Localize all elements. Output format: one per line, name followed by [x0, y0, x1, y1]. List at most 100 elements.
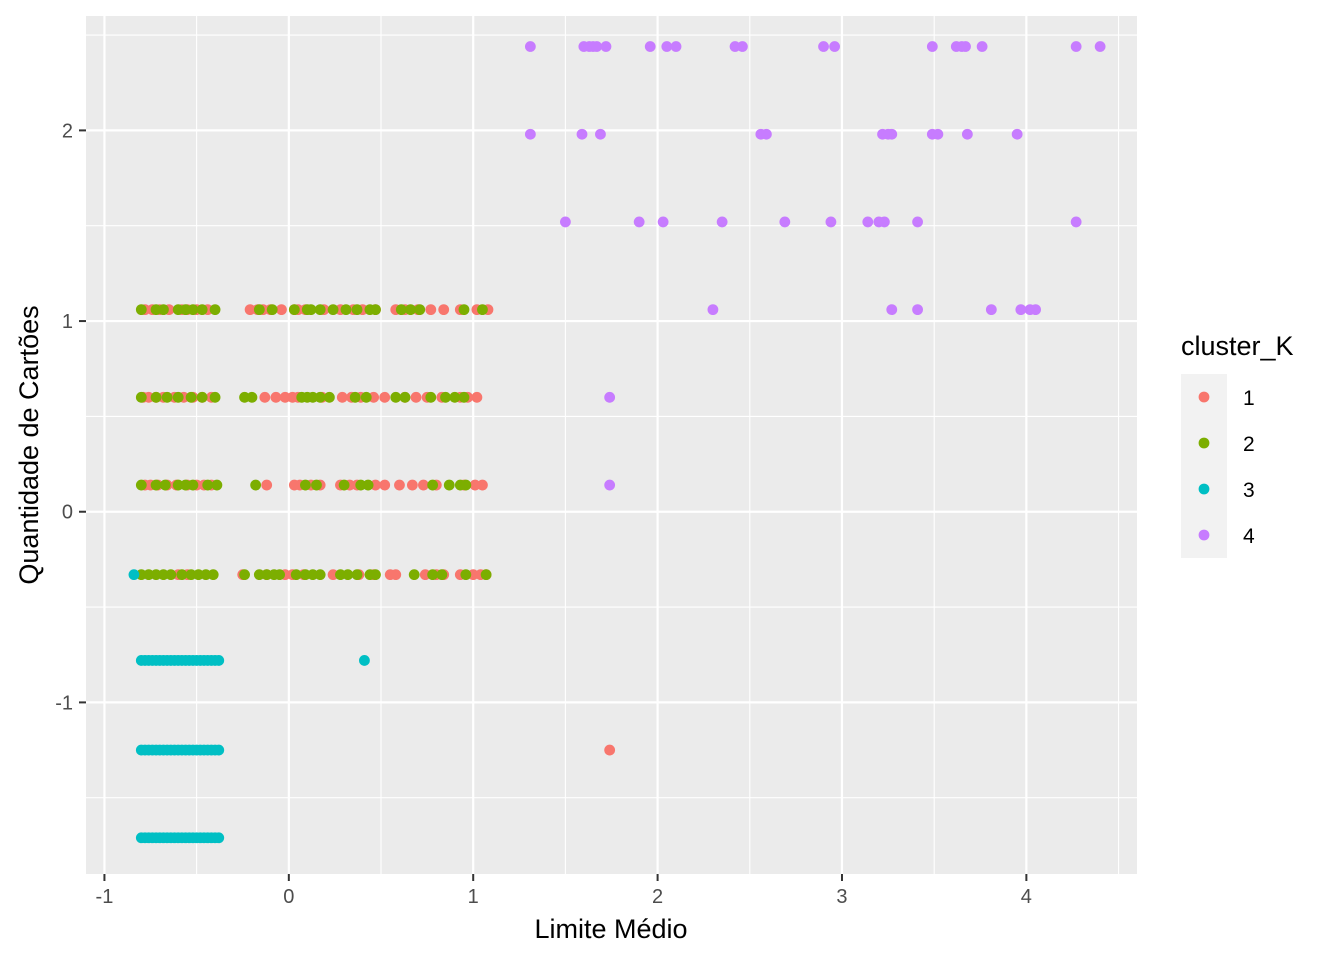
data-point-cluster-1 [410, 391, 422, 403]
data-point-cluster-2 [135, 479, 147, 491]
y-tick-label: -1 [55, 692, 73, 714]
data-point-cluster-2 [427, 569, 439, 581]
minor-gridlines [86, 16, 1137, 874]
data-point-cluster-1 [471, 391, 483, 403]
data-point-cluster-2 [458, 391, 470, 403]
data-point-cluster-4 [912, 216, 923, 228]
data-point-cluster-2 [436, 569, 448, 581]
legend-label-1: 1 [1243, 387, 1255, 410]
legend: cluster_K 1 2 3 4 [1181, 331, 1294, 558]
data-point-cluster-4 [661, 41, 673, 52]
data-point-cluster-4 [878, 216, 890, 228]
x-axis-ticks: -1 0 1 2 3 4 [96, 874, 1032, 908]
data-point-cluster-2 [360, 391, 372, 403]
data-point-cluster-3 [213, 655, 225, 666]
data-point-cluster-4 [707, 304, 719, 316]
data-point-cluster-4 [862, 216, 874, 228]
data-point-cluster-2 [266, 304, 278, 316]
data-point-cluster-2 [460, 479, 472, 491]
data-point-cluster-4 [1094, 41, 1106, 52]
x-tick-label: 1 [468, 886, 479, 908]
data-point-cluster-2 [480, 569, 492, 581]
data-point-cluster-2 [150, 391, 162, 403]
data-point-cluster-2 [288, 304, 300, 316]
data-point-cluster-2 [311, 479, 322, 491]
x-tick-label: 3 [836, 886, 847, 908]
data-point-cluster-4 [524, 128, 536, 140]
data-point-cluster-4 [1011, 128, 1023, 140]
data-point-cluster-2 [405, 304, 416, 316]
data-point-cluster-4 [932, 128, 944, 140]
data-point-cluster-2 [351, 304, 363, 316]
data-point-cluster-1 [425, 304, 437, 316]
data-point-cluster-2 [314, 391, 326, 403]
data-point-cluster-1 [418, 479, 429, 491]
data-point-cluster-1 [379, 479, 391, 491]
data-point-cluster-4 [985, 304, 997, 316]
data-point-cluster-2 [209, 391, 221, 403]
data-point-cluster-4 [1030, 304, 1041, 316]
data-point-cluster-2 [159, 479, 171, 491]
data-point-cluster-2 [338, 479, 350, 491]
data-point-cluster-4 [644, 41, 656, 52]
data-point-cluster-4 [886, 128, 898, 140]
data-point-cluster-2 [161, 391, 173, 403]
x-axis-title: Limite Médio [534, 914, 687, 944]
x-tick-label: -1 [96, 886, 114, 908]
data-point-cluster-4 [976, 41, 988, 52]
data-point-cluster-2 [443, 479, 455, 491]
data-point-cluster-2 [370, 304, 381, 316]
data-point-cluster-2 [290, 569, 302, 581]
legend-label-3: 3 [1243, 479, 1255, 502]
data-point-cluster-2 [239, 569, 250, 581]
data-point-cluster-4 [633, 216, 645, 228]
data-point-cluster-2 [300, 479, 311, 491]
data-point-cluster-2 [176, 569, 188, 581]
data-point-cluster-4 [604, 479, 616, 491]
legend-label-4: 4 [1243, 525, 1255, 548]
data-point-cluster-2 [253, 304, 265, 316]
data-point-cluster-2 [440, 391, 451, 403]
data-point-cluster-2 [196, 304, 208, 316]
data-point-cluster-4 [595, 128, 606, 140]
data-point-cluster-2 [395, 304, 407, 316]
y-tick-label: 2 [62, 120, 73, 142]
data-point-cluster-2 [165, 569, 177, 581]
data-point-cluster-1 [379, 391, 391, 403]
data-point-cluster-4 [825, 216, 837, 228]
legend-title: cluster_K [1181, 331, 1294, 361]
data-point-cluster-2 [408, 569, 420, 581]
data-point-cluster-1 [394, 479, 405, 491]
data-point-cluster-2 [351, 569, 363, 581]
data-point-cluster-3 [128, 569, 140, 581]
y-tick-label: 0 [62, 502, 73, 524]
legend-label-2: 2 [1243, 433, 1255, 456]
data-point-cluster-2 [187, 479, 199, 491]
x-tick-label: 0 [283, 886, 294, 908]
data-point-cluster-2 [211, 479, 223, 491]
data-point-cluster-3 [213, 832, 225, 844]
data-point-cluster-4 [760, 128, 772, 140]
data-point-cluster-2 [209, 304, 221, 316]
data-point-cluster-1 [261, 479, 273, 491]
y-axis-title: Quantidade de Cartões [14, 305, 44, 584]
data-point-cluster-2 [135, 304, 147, 316]
data-point-cluster-2 [349, 391, 361, 403]
data-point-cluster-1 [259, 391, 271, 403]
data-point-cluster-2 [172, 391, 184, 403]
data-point-cluster-1 [477, 479, 488, 491]
data-point-cluster-2 [246, 391, 258, 403]
data-point-cluster-4 [829, 41, 841, 52]
data-point-cluster-2 [340, 304, 352, 316]
data-point-cluster-2 [460, 569, 472, 581]
y-axis-ticks: -1 0 1 2 [55, 120, 86, 714]
data-point-cluster-2 [250, 479, 262, 491]
data-point-cluster-1 [270, 391, 282, 403]
legend-key-3 [1198, 483, 1210, 495]
legend-key-1 [1198, 391, 1210, 403]
data-point-cluster-2 [305, 304, 317, 316]
data-point-cluster-4 [670, 41, 682, 52]
data-point-cluster-2 [414, 304, 426, 316]
data-point-cluster-1 [390, 569, 402, 581]
